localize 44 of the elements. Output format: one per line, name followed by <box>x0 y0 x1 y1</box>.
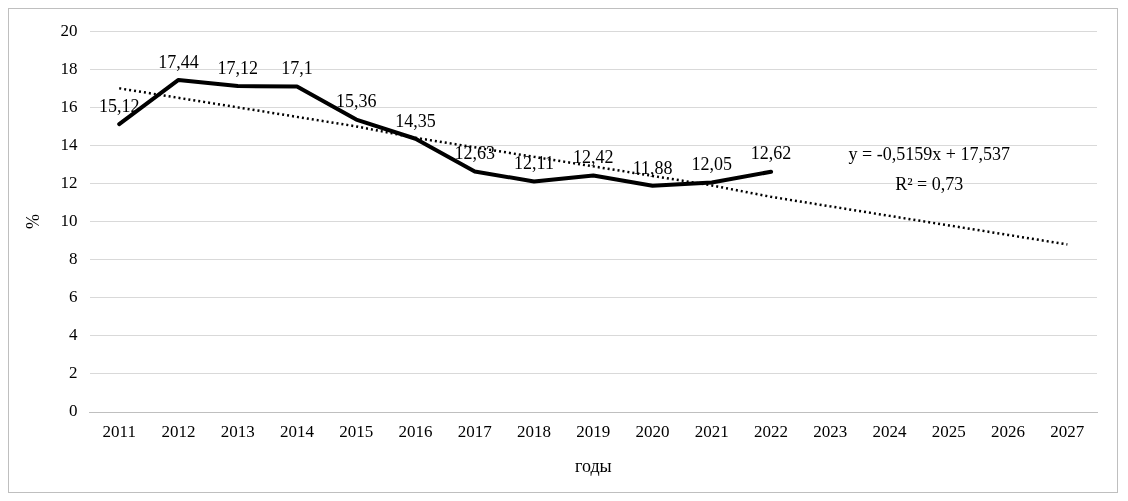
x-tick-label: 2024 <box>872 421 908 441</box>
x-tick-label: 2014 <box>280 421 315 441</box>
data-label: 15,36 <box>336 91 377 112</box>
x-axis-title: годы <box>574 455 612 476</box>
y-tick-label: 10 <box>60 211 78 231</box>
x-tick-label: 2021 <box>694 421 729 441</box>
x-tick-label: 2020 <box>635 421 670 441</box>
data-label: 12,42 <box>573 147 614 168</box>
data-label: 17,12 <box>217 57 258 78</box>
y-tick-label: 14 <box>60 134 79 154</box>
data-label: 11,88 <box>632 157 673 178</box>
y-tick-label: 18 <box>60 58 78 78</box>
y-tick-label: 0 <box>69 401 78 421</box>
data-label: 12,63 <box>454 143 496 164</box>
x-tick-label: 2027 <box>1050 421 1085 441</box>
x-tick-label: 2022 <box>754 421 789 441</box>
y-tick-label: 12 <box>60 172 78 192</box>
x-tick-label: 2017 <box>457 421 493 441</box>
x-tick-label: 2012 <box>161 421 196 441</box>
x-tick-label: 2015 <box>339 421 374 441</box>
y-tick-label: 16 <box>60 96 78 116</box>
annotation: R² = 0,73 <box>895 174 964 195</box>
x-tick-label: 2011 <box>102 421 136 441</box>
data-label: 12,62 <box>750 143 792 164</box>
x-tick-label: 2018 <box>517 421 552 441</box>
x-tick-label: 2019 <box>576 421 611 441</box>
y-axis-title: % <box>22 214 43 230</box>
y-tick-label: 6 <box>69 287 78 307</box>
data-label: 17,44 <box>158 51 199 72</box>
y-tick-label: 2 <box>69 363 78 383</box>
x-tick-label: 2025 <box>931 421 966 441</box>
data-label: 12,11 <box>514 153 554 174</box>
x-tick-label: 2016 <box>398 421 433 441</box>
annotation: y = -0,5159x + 17,537 <box>848 144 1010 165</box>
data-label: 12,05 <box>691 154 733 175</box>
x-tick-label: 2013 <box>220 421 255 441</box>
y-tick-label: 20 <box>60 20 78 40</box>
data-label: 15,12 <box>98 95 140 116</box>
y-tick-label: 4 <box>69 325 79 345</box>
y-tick-label: 8 <box>69 249 78 269</box>
data-label: 14,35 <box>395 110 436 131</box>
x-tick-label: 2023 <box>813 421 848 441</box>
x-tick-label: 2026 <box>991 421 1026 441</box>
data-label: 17,1 <box>281 58 313 79</box>
